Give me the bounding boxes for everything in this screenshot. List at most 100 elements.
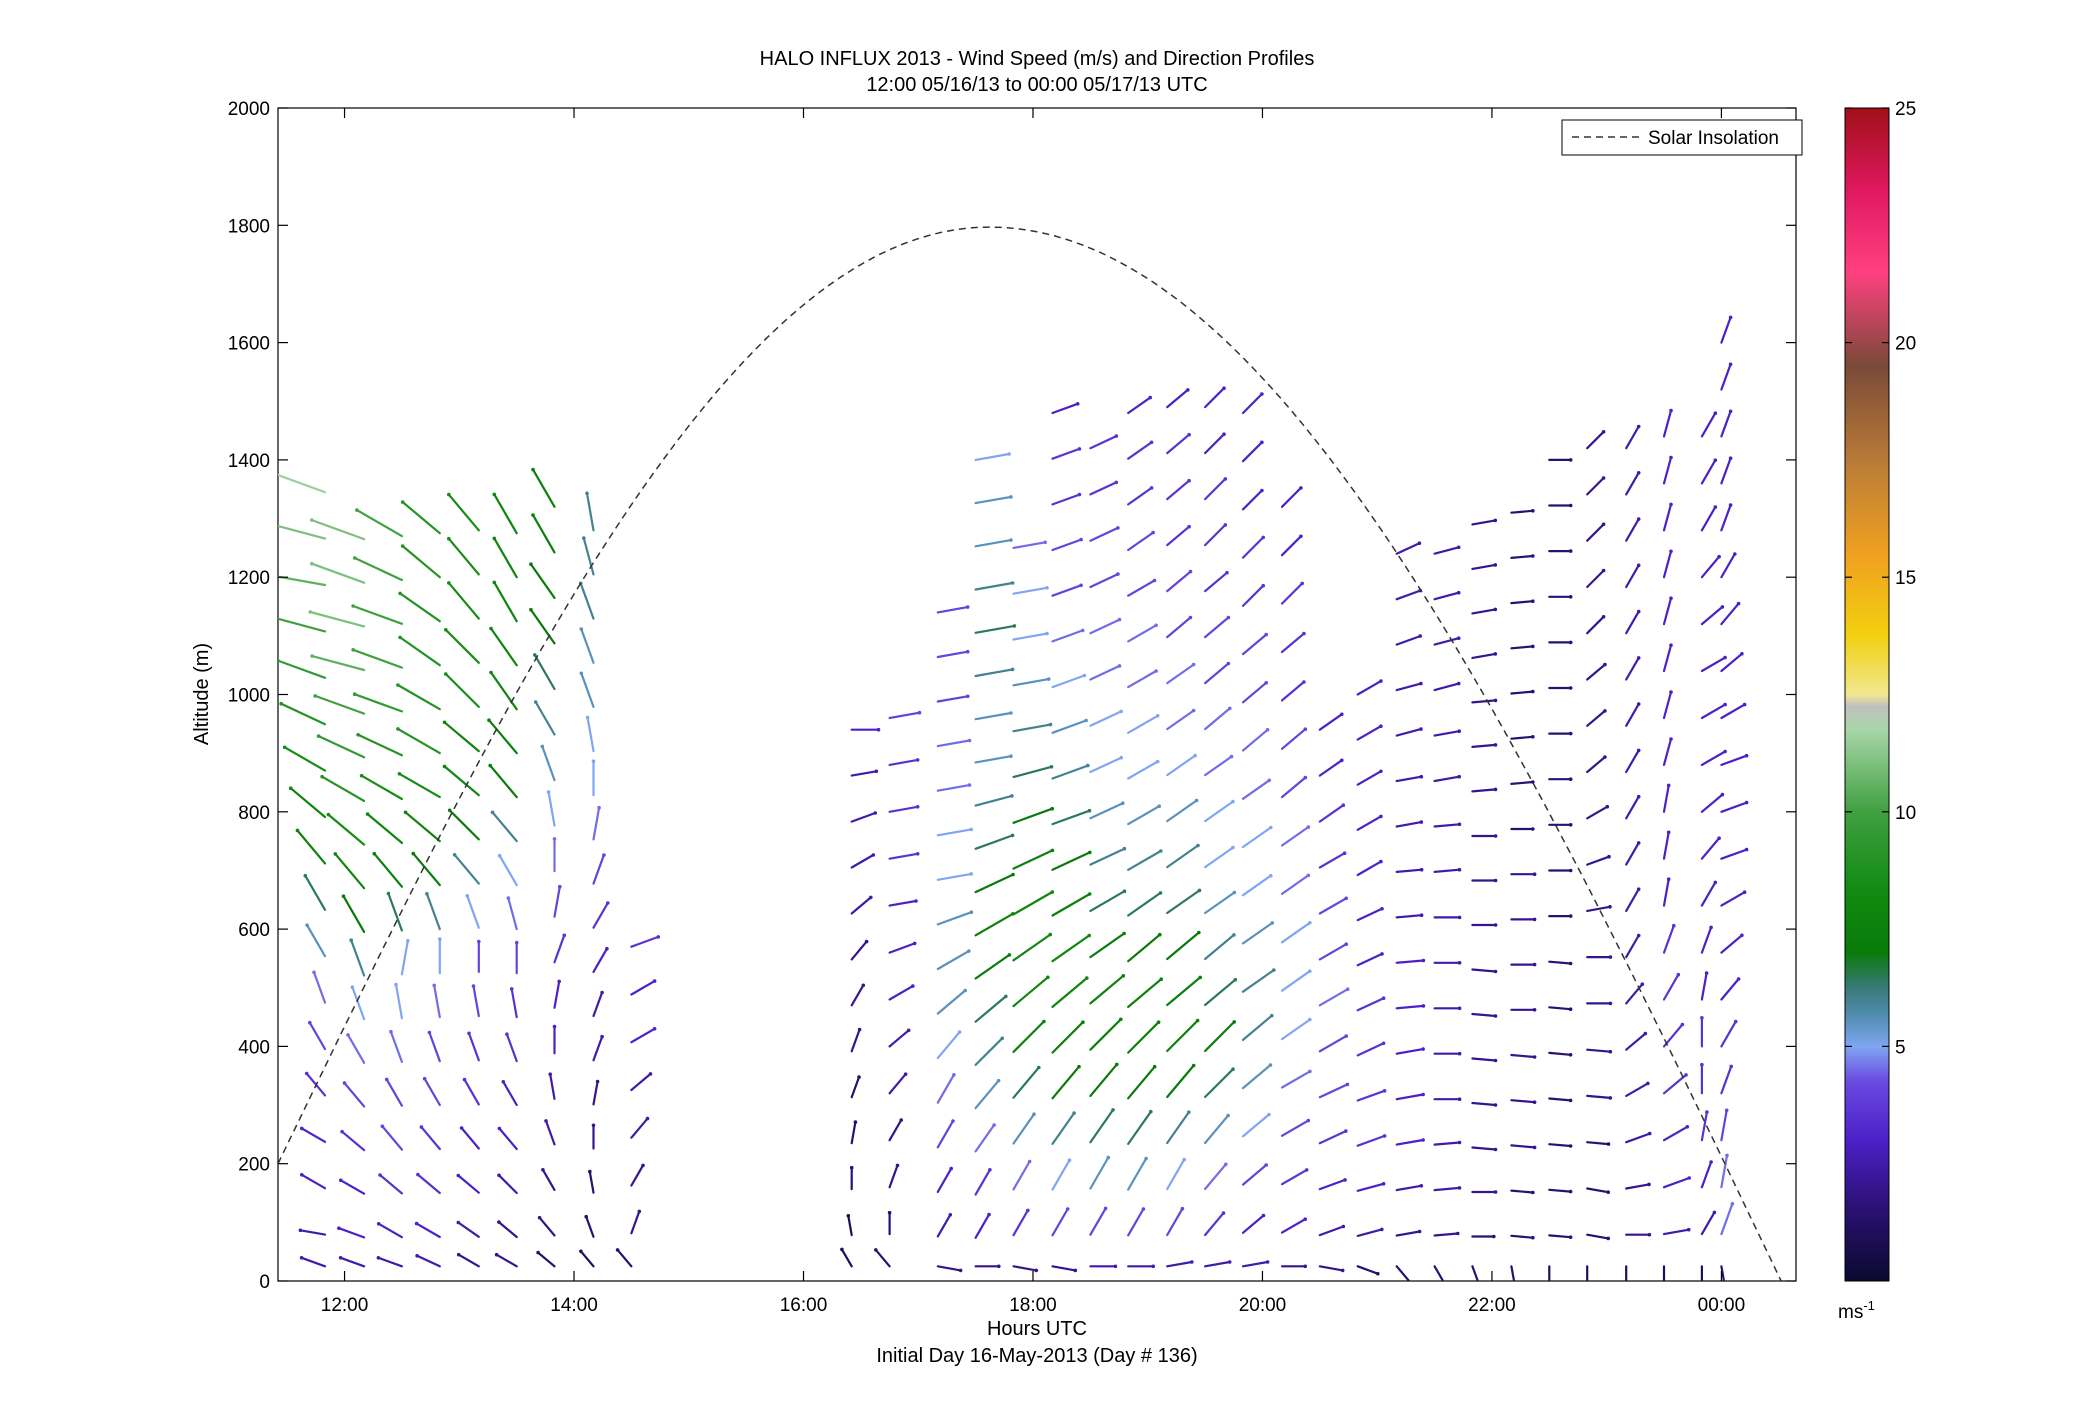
wind-vector-head xyxy=(1306,825,1311,829)
wind-vector-head xyxy=(1742,890,1747,894)
wind-vector-head xyxy=(1601,568,1606,573)
wind-vector xyxy=(1051,976,1088,1009)
wind-vector-head xyxy=(1728,315,1733,320)
wind-vector-head xyxy=(1636,933,1641,938)
wind-vector-head xyxy=(1117,617,1122,622)
wind-vector xyxy=(1166,1064,1195,1099)
wind-vector xyxy=(974,1213,991,1239)
wind-vector-head xyxy=(969,872,973,876)
wind-vector-head xyxy=(1700,1284,1704,1288)
wind-vector-head xyxy=(1267,1112,1271,1117)
wind-vector xyxy=(1051,402,1079,415)
wind-vector-head xyxy=(1417,541,1422,545)
wind-vector xyxy=(1280,680,1306,702)
wind-vector xyxy=(1720,934,1744,954)
wind-vector xyxy=(1510,1053,1536,1059)
wind-vector xyxy=(1051,1065,1081,1100)
wind-vector-head xyxy=(1457,774,1461,779)
wind-vector-head xyxy=(1723,749,1727,754)
wind-vector-head xyxy=(1182,1157,1186,1162)
wind-vector-head xyxy=(295,828,300,833)
wind-vector xyxy=(1203,891,1236,915)
wind-vector-head xyxy=(1457,1097,1462,1101)
wind-vector xyxy=(1012,890,1054,916)
wind-vector xyxy=(1720,1265,1726,1281)
wind-vector xyxy=(1510,600,1534,605)
wind-vector-head xyxy=(353,556,357,560)
wind-vector-head xyxy=(1531,599,1535,603)
wind-vector xyxy=(1089,974,1125,1005)
wind-vector-head xyxy=(1409,1280,1412,1281)
wind-vector-head xyxy=(416,1172,420,1177)
wind-vector xyxy=(278,473,327,494)
wind-vector xyxy=(487,719,518,755)
wind-vector-head xyxy=(595,1079,600,1084)
wind-vector-head xyxy=(438,937,442,941)
wind-vector xyxy=(1662,737,1673,767)
wind-vector xyxy=(466,894,480,929)
wind-vector-head xyxy=(1685,1125,1690,1129)
wind-vector-head xyxy=(497,1173,501,1178)
wind-vector xyxy=(1356,1182,1385,1192)
wind-vector xyxy=(974,873,1015,894)
wind-vector xyxy=(1356,1134,1386,1147)
wind-vector xyxy=(580,672,595,709)
wind-vector xyxy=(1395,775,1423,783)
wind-vector xyxy=(1433,591,1460,601)
wind-vector-head xyxy=(1531,689,1535,694)
wind-vector xyxy=(346,1033,366,1064)
wind-vector-head xyxy=(1079,583,1083,588)
wind-vector-head xyxy=(1457,961,1462,965)
wind-vector xyxy=(443,721,480,753)
wind-vector-head xyxy=(1191,708,1196,713)
wind-vector xyxy=(974,495,1013,505)
wind-vector xyxy=(840,1248,853,1268)
wind-vector-head xyxy=(1156,1020,1161,1024)
wind-vector xyxy=(588,1170,595,1194)
wind-vector-head xyxy=(917,710,922,715)
wind-vector-head xyxy=(1636,517,1641,521)
wind-vector xyxy=(337,1227,366,1239)
wind-vector-head xyxy=(310,561,314,566)
wind-vector-head xyxy=(864,939,869,944)
wind-vector-head xyxy=(456,1220,461,1225)
wind-vector-head xyxy=(869,895,873,900)
wind-vector-head xyxy=(1087,892,1092,896)
y-tick-label: 1000 xyxy=(228,686,270,707)
wind-vector xyxy=(1720,801,1748,813)
wind-vector-head xyxy=(591,759,596,763)
wind-vector-head xyxy=(1736,977,1741,981)
colorbar-unit-exponent: -1 xyxy=(1863,1298,1875,1313)
wind-vector-head xyxy=(411,851,416,856)
wind-vector xyxy=(1241,728,1269,752)
wind-vector xyxy=(1471,652,1497,660)
wind-vector-head xyxy=(1493,1103,1498,1107)
solar-insolation-curve xyxy=(278,226,1782,1281)
wind-vector-head xyxy=(490,810,495,815)
wind-vector xyxy=(299,1229,327,1236)
colorbar-tick-label: 5 xyxy=(1895,1037,1906,1058)
wind-vector xyxy=(1720,977,1740,1001)
wind-vector xyxy=(1700,837,1721,860)
wind-vector xyxy=(616,1248,633,1268)
wind-vector xyxy=(1203,662,1230,685)
wind-vector xyxy=(582,536,595,576)
wind-vector-head xyxy=(1419,913,1424,917)
wind-vector xyxy=(541,745,556,782)
wind-vector-head xyxy=(376,1222,381,1226)
wind-vector xyxy=(447,493,480,532)
wind-vector-head xyxy=(1662,1284,1666,1288)
wind-vector-head xyxy=(1260,488,1264,493)
wind-vector-head xyxy=(337,1226,341,1230)
wind-vector-head xyxy=(494,1252,499,1257)
wind-vector xyxy=(1127,805,1161,826)
wind-vector xyxy=(1127,714,1159,734)
wind-vector xyxy=(1051,934,1091,963)
wind-vector xyxy=(498,1127,518,1151)
wind-vector-head xyxy=(1457,1051,1462,1056)
wind-vector-head xyxy=(1493,834,1498,838)
wind-vector-head xyxy=(1050,890,1055,894)
wind-vector xyxy=(283,746,327,772)
wind-vector-head xyxy=(339,1178,343,1183)
wind-vector xyxy=(493,581,518,623)
